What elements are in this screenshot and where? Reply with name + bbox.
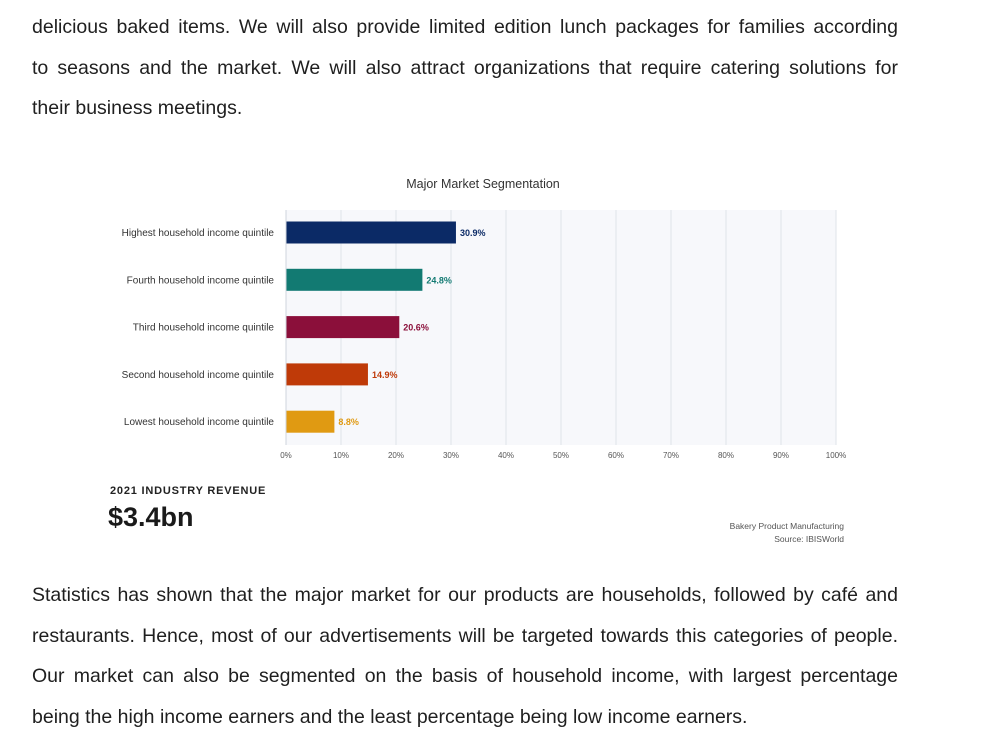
paragraph-line: to seasons and the market. We will also … (32, 56, 898, 79)
data-label: 20.6% (403, 323, 429, 333)
category-label: Third household income quintile (133, 323, 275, 334)
data-label: 24.8% (426, 275, 452, 285)
paragraph-line: delicious baked items. We will also prov… (32, 16, 898, 38)
analysis-paragraph: Statistics has shown that the major mark… (32, 575, 898, 737)
data-label: 30.9% (460, 228, 486, 238)
market-segmentation-figure: 0% 10% 20% 30% 40% 50% 60% 70% 80% 90% 100% Highest… (90, 165, 870, 565)
bar (286, 363, 368, 386)
bar (286, 410, 335, 433)
x-tick-label: 60% (608, 451, 624, 460)
chart-title: Major Market Segmentation (406, 177, 560, 191)
x-tick-label: 30% (443, 451, 459, 460)
paragraph-line: Statistics has shown that the major mark… (32, 584, 898, 606)
paragraph-line: being the high income earners and the le… (32, 705, 748, 728)
x-tick-label: 100% (826, 451, 846, 460)
x-tick-label: 50% (553, 451, 569, 460)
revenue-value: $3.4bn (108, 502, 194, 532)
category-label: Fourth household income quintile (127, 275, 275, 286)
source-industry: Bakery Product Manufacturing (729, 521, 844, 531)
x-tick-label: 40% (498, 451, 514, 460)
data-label: 14.9% (372, 370, 398, 380)
paragraph-line: Our market can also be segmented on the … (32, 665, 898, 688)
paragraph-line: restaurants. Hence, most of our advertis… (32, 624, 898, 647)
x-tick-label: 80% (718, 451, 734, 460)
source-attribution: Source: IBISWorld (774, 534, 844, 544)
bar (286, 268, 423, 291)
bar-chart: 0% 10% 20% 30% 40% 50% 60% 70% 80% 90% 100% Highest… (122, 210, 846, 460)
data-label: 8.8% (338, 417, 359, 427)
x-tick-label: 70% (663, 451, 679, 460)
bar (286, 316, 400, 339)
x-tick-label: 10% (333, 451, 349, 460)
category-label: Lowest household income quintile (124, 417, 275, 428)
x-tick-label: 90% (773, 451, 789, 460)
intro-paragraph: delicious baked items. We will also prov… (32, 7, 898, 129)
bar (286, 221, 456, 244)
category-label: Highest household income quintile (122, 228, 275, 239)
paragraph-line: their business meetings. (32, 97, 243, 120)
category-label: Second household income quintile (122, 370, 275, 381)
x-tick-label: 20% (388, 451, 404, 460)
revenue-label: 2021 INDUSTRY REVENUE (110, 485, 267, 497)
x-tick-label: 0% (280, 451, 292, 460)
